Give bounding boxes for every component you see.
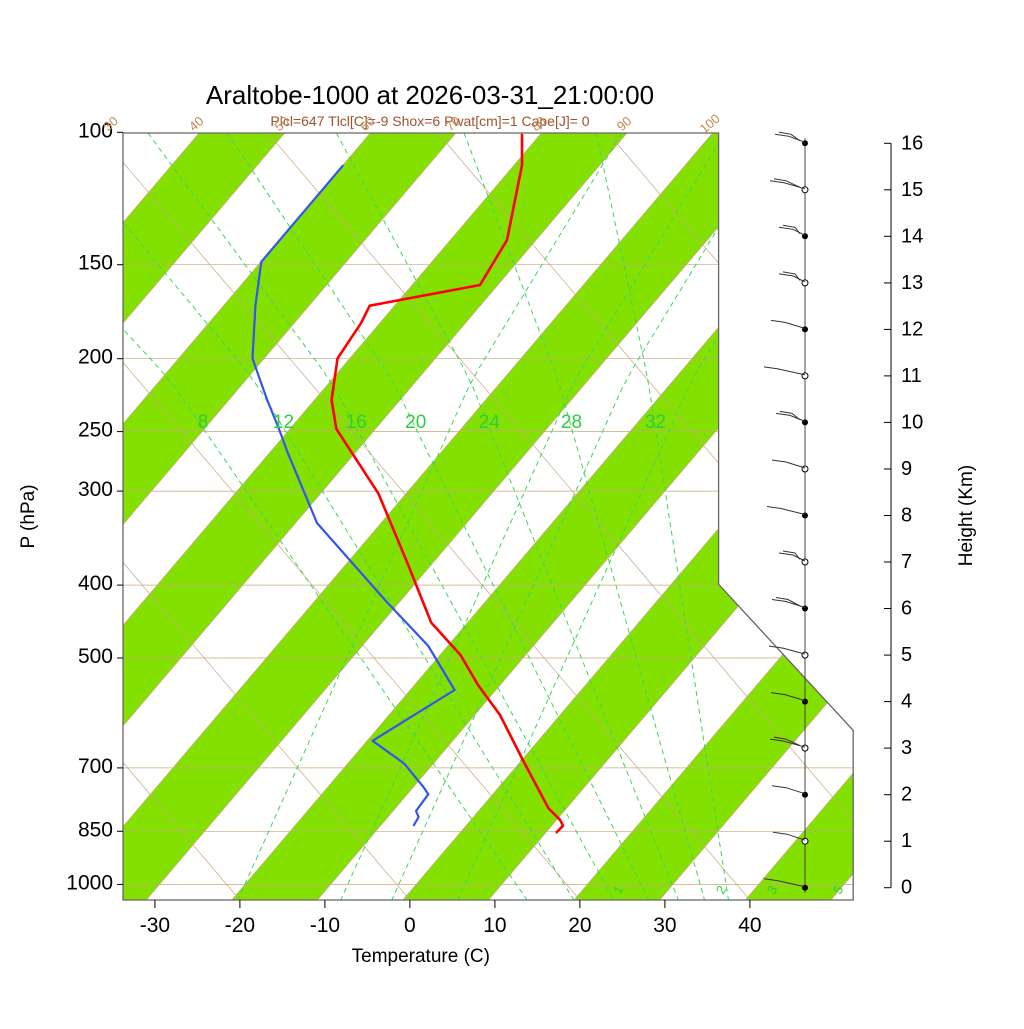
svg-text:Temperature (C): Temperature (C) [352, 946, 490, 967]
svg-text:8: 8 [198, 412, 209, 433]
svg-text:12: 12 [901, 318, 923, 340]
svg-text:13: 13 [901, 272, 923, 294]
svg-text:9: 9 [901, 458, 912, 480]
svg-text:20: 20 [405, 412, 426, 433]
svg-text:8: 8 [901, 505, 912, 527]
svg-text:11: 11 [901, 365, 922, 387]
svg-text:150: 150 [78, 252, 113, 275]
svg-text:7: 7 [901, 551, 912, 573]
svg-text:500: 500 [78, 645, 113, 668]
svg-text:30: 30 [653, 914, 676, 937]
svg-text:20: 20 [568, 914, 591, 937]
svg-text:28: 28 [561, 412, 582, 433]
svg-text:14: 14 [901, 225, 923, 247]
svg-text:-10: -10 [310, 914, 340, 937]
svg-text:300: 300 [78, 478, 113, 501]
svg-text:3: 3 [901, 737, 912, 759]
svg-text:16: 16 [901, 132, 923, 154]
svg-text:-30: -30 [140, 914, 170, 937]
svg-text:Araltobe-1000 at 2026-03-31_21: Araltobe-1000 at 2026-03-31_21:00:00 [206, 80, 654, 110]
svg-text:15: 15 [901, 179, 923, 201]
svg-text:250: 250 [78, 419, 113, 442]
svg-text:0: 0 [404, 914, 416, 937]
svg-text:6: 6 [901, 598, 912, 620]
svg-text:16: 16 [346, 412, 367, 433]
svg-text:4: 4 [901, 691, 912, 713]
svg-text:32: 32 [645, 412, 666, 433]
svg-text:0: 0 [901, 877, 912, 899]
svg-text:2: 2 [901, 784, 912, 806]
svg-text:850: 850 [78, 818, 113, 841]
svg-text:700: 700 [78, 755, 113, 778]
svg-text:1: 1 [901, 830, 912, 852]
svg-text:12: 12 [273, 412, 294, 433]
svg-text:40: 40 [738, 914, 761, 937]
svg-text:-20: -20 [225, 914, 255, 937]
svg-text:400: 400 [78, 572, 113, 595]
svg-text:1000: 1000 [66, 871, 113, 894]
svg-text:10: 10 [483, 914, 506, 937]
svg-text:10: 10 [901, 411, 923, 433]
svg-text:5: 5 [901, 644, 912, 666]
svg-text:24: 24 [479, 412, 501, 433]
svg-text:Height (Km): Height (Km) [956, 465, 977, 566]
svg-text:P (hPa): P (hPa) [18, 484, 39, 548]
svg-text:200: 200 [78, 346, 113, 369]
